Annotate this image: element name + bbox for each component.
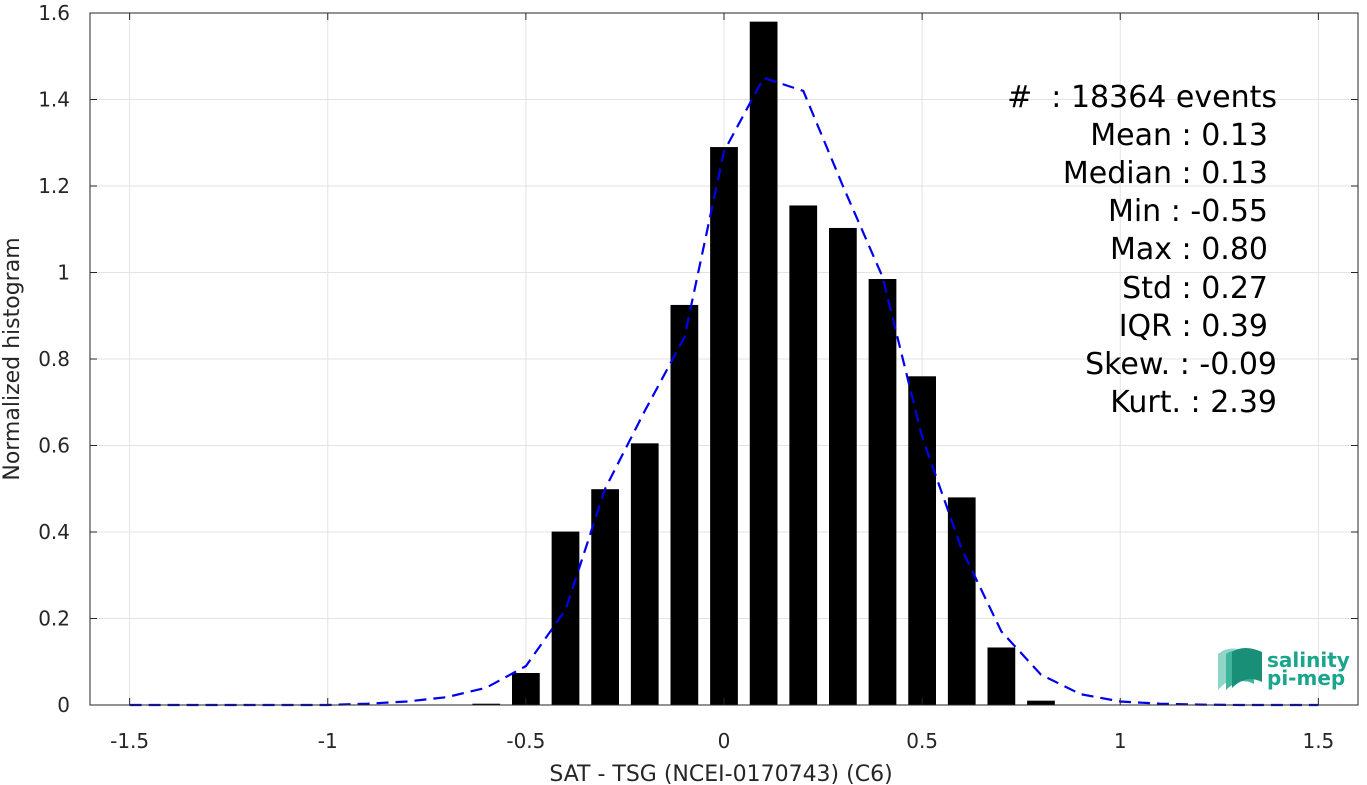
histogram-bar [630,443,659,705]
histogram-bar [908,376,936,705]
y-axis-ticks: 0 0.2 0.4 0.6 0.8 1 1.2 1.4 1.6 [38,1,1358,717]
stat-iqr: IQR : 0.39 [1119,309,1268,344]
y-tick-label: 0.2 [38,607,70,631]
y-tick-label: 0.4 [38,520,70,544]
histogram-bar [868,278,897,705]
x-tick-label: 0.5 [906,729,938,753]
salinity-pi-mep-logo: salinity pi-mep [1218,648,1350,690]
stat-count: # : 18364 events [1007,80,1277,115]
stat-max: Max : 0.80 [1110,232,1268,267]
histogram-bar [670,304,699,705]
histogram-bar [1027,700,1055,705]
y-tick-label: 1.6 [38,1,70,25]
y-tick-label: 1.4 [38,88,70,112]
y-tick-label: 1.2 [38,174,70,198]
y-tick-label: 0 [57,693,70,717]
y-axis-label: Normalized histogram [0,237,25,480]
stat-kurt: Kurt. : 2.39 [1110,385,1277,420]
histogram-bar [591,489,619,705]
x-tick-label: 0 [718,729,731,753]
x-axis-label: SAT - TSG (NCEI-0170743) (C6) [549,762,892,785]
histogram-bar [749,21,778,705]
y-tick-label: 0.6 [38,434,70,458]
histogram-bar [987,647,1016,705]
stats-box: # : 18364 events Mean : 0.13 Median : 0.… [1007,80,1277,420]
stat-skew: Skew. : -0.09 [1085,347,1277,382]
x-tick-label: -0.5 [506,729,545,753]
stat-min: Min : -0.55 [1108,194,1268,229]
histogram-bar [472,703,501,705]
histogram-bar [829,227,857,705]
x-axis-ticks: -1.5 -1 -0.5 0 0.5 1 1.5 [110,13,1334,753]
stat-mean: Mean : 0.13 [1090,118,1268,153]
histogram-bar [947,497,976,705]
stat-median: Median : 0.13 [1063,156,1268,191]
logo-wave-icon [1218,648,1262,690]
histogram-bar [789,205,818,705]
histogram-bar [551,531,580,705]
y-tick-label: 0.8 [38,347,70,371]
y-tick-label: 1 [57,261,70,285]
x-tick-label: -1 [318,729,338,753]
x-tick-label: -1.5 [110,729,149,753]
x-tick-label: 1 [1114,729,1127,753]
histogram-bars [472,21,1055,705]
x-tick-label: 1.5 [1302,729,1334,753]
logo-line-1: salinity [1267,648,1350,672]
stat-std: Std : 0.27 [1122,271,1268,306]
logo-line-2: pi-mep [1267,666,1345,690]
histogram-bar [710,147,738,705]
